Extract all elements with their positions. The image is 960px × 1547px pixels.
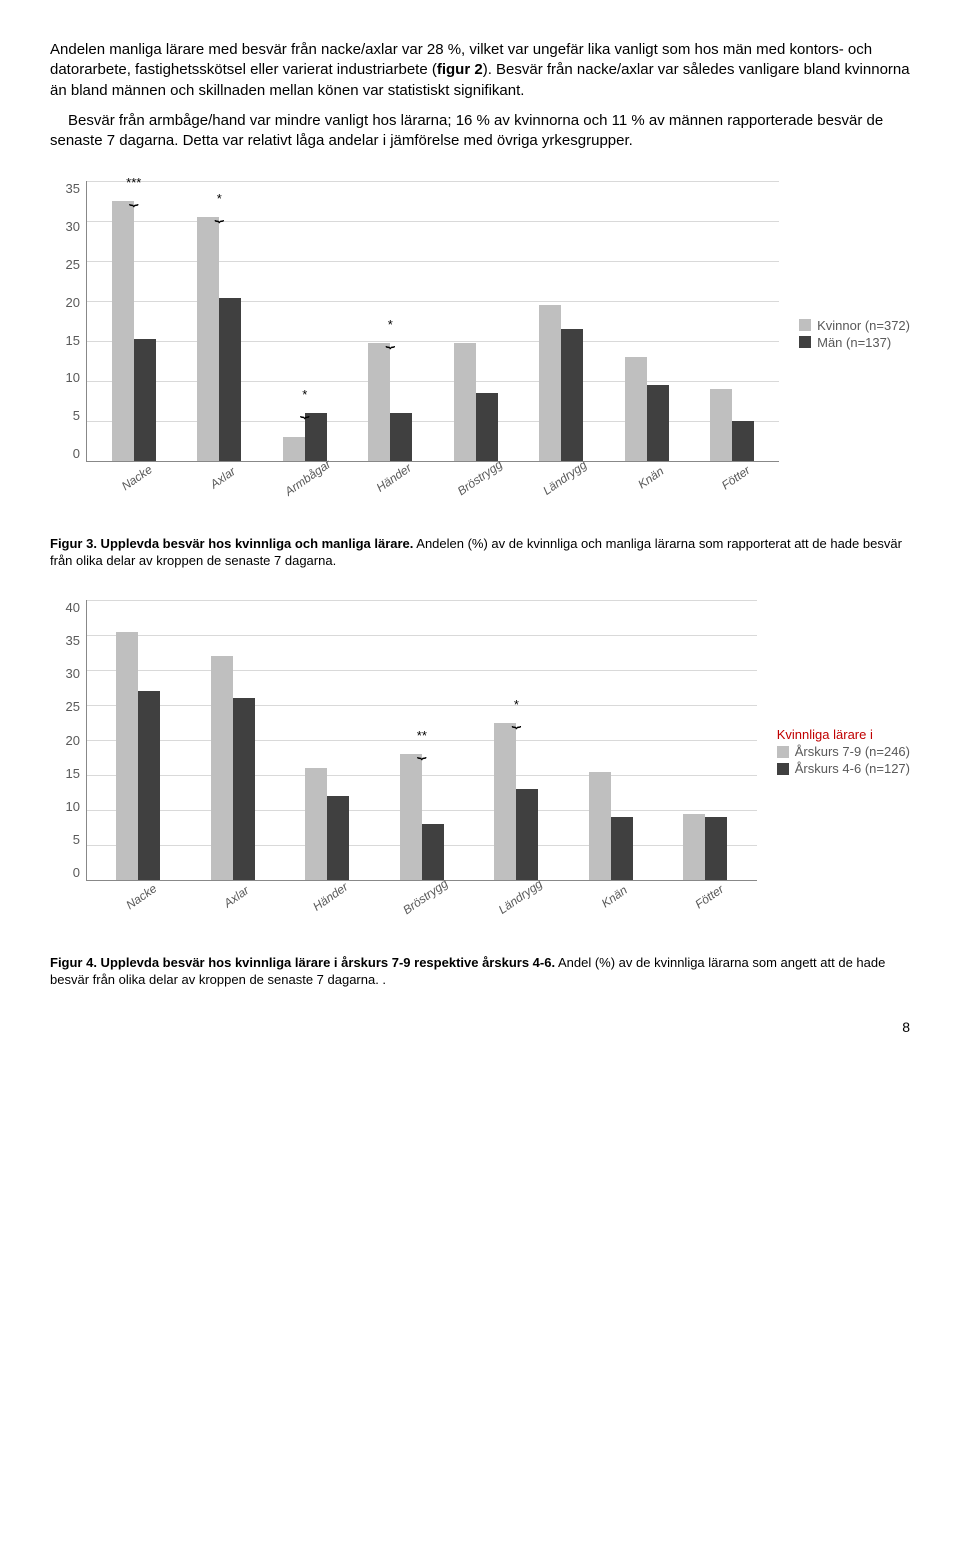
ytick: 35 xyxy=(66,181,80,196)
caption-1: Figur 3. Upplevda besvär hos kvinnliga o… xyxy=(50,536,910,570)
bar xyxy=(219,298,241,461)
legend-label: Årskurs 7-9 (n=246) xyxy=(795,744,910,759)
bar-group xyxy=(190,656,277,880)
chart-2-xlabels: NackeAxlarHänderBröstryggLändryggKnänFöt… xyxy=(86,881,757,905)
bar xyxy=(112,201,134,461)
bar-group xyxy=(608,357,686,461)
bar xyxy=(138,691,160,880)
paragraph-2: Besvär från armbåge/hand var mindre vanl… xyxy=(50,111,910,152)
ytick: 30 xyxy=(66,219,80,234)
legend-item: Årskurs 4-6 (n=127) xyxy=(777,761,910,776)
ytick: 25 xyxy=(66,699,80,714)
bar-group: **⏟ xyxy=(379,754,466,880)
bar xyxy=(683,814,705,881)
bar xyxy=(134,339,156,461)
bar xyxy=(625,357,647,461)
ytick: 30 xyxy=(66,666,80,681)
bar xyxy=(327,796,349,880)
ytick: 15 xyxy=(66,766,80,781)
bar xyxy=(305,768,327,880)
legend-label: Män (n=137) xyxy=(817,335,891,350)
bar xyxy=(233,698,255,880)
legend-title: Kvinnliga lärare i xyxy=(777,727,910,742)
paragraph-1: Andelen manliga lärare med besvär från n… xyxy=(50,40,910,101)
legend-swatch xyxy=(777,763,789,775)
ytick: 10 xyxy=(66,370,80,385)
significance-marker: *⏟ xyxy=(385,317,395,347)
ytick: 20 xyxy=(66,733,80,748)
bar-group xyxy=(284,768,371,880)
bar xyxy=(400,754,422,880)
caption-2: Figur 4. Upplevda besvär hos kvinnliga l… xyxy=(50,955,910,989)
bar xyxy=(589,772,611,881)
bar xyxy=(539,305,561,461)
caption-2-bold: Figur 4. Upplevda besvär hos kvinnliga l… xyxy=(50,955,555,970)
chart-2-plot: **⏟*⏟ xyxy=(86,600,757,881)
caption-1-bold: Figur 3. Upplevda besvär hos kvinnliga o… xyxy=(50,536,413,551)
significance-marker: *⏟ xyxy=(512,697,522,727)
bar xyxy=(368,343,390,461)
ytick: 5 xyxy=(73,832,80,847)
bar xyxy=(116,632,138,881)
ytick: 0 xyxy=(73,446,80,461)
ytick: 25 xyxy=(66,257,80,272)
bar xyxy=(516,789,538,880)
ytick: 20 xyxy=(66,295,80,310)
chart-2-legend: Kvinnliga lärare i Årskurs 7-9 (n=246) Års… xyxy=(777,727,910,778)
chart-2-yaxis: 40 35 30 25 20 15 10 5 0 xyxy=(50,600,86,880)
bar xyxy=(422,824,444,880)
legend-item: Kvinnor (n=372) xyxy=(799,318,910,333)
bar xyxy=(305,413,327,461)
legend-item: Årskurs 7-9 (n=246) xyxy=(777,744,910,759)
legend-swatch xyxy=(799,336,811,348)
bar xyxy=(710,389,732,461)
legend-label: Årskurs 4-6 (n=127) xyxy=(795,761,910,776)
ytick: 40 xyxy=(66,600,80,615)
p1-figref: figur 2 xyxy=(437,61,483,78)
chart-1-yaxis: 35 30 25 20 15 10 5 0 xyxy=(50,181,86,461)
bar-group xyxy=(568,772,655,881)
bar-group xyxy=(95,632,182,881)
bar-group: *⏟ xyxy=(352,343,430,461)
bar xyxy=(732,421,754,461)
significance-marker: **⏟ xyxy=(417,728,427,758)
bar-group xyxy=(662,814,749,881)
significance-marker: ***⏟ xyxy=(126,175,141,205)
ytick: 35 xyxy=(66,633,80,648)
bar xyxy=(561,329,583,461)
significance-marker: *⏟ xyxy=(214,191,224,221)
ytick: 5 xyxy=(73,408,80,423)
bar xyxy=(197,217,219,461)
bar xyxy=(476,393,498,461)
bar-group xyxy=(694,389,772,461)
bar xyxy=(211,656,233,880)
chart-2: 4035302520151050 **⏟*⏟ NackeAxlarHänderB… xyxy=(50,600,910,905)
significance-marker: *⏟ xyxy=(300,387,310,417)
bar xyxy=(647,385,669,461)
legend-swatch xyxy=(799,319,811,331)
bar-group xyxy=(437,343,515,461)
chart-1: 35302520151050 ***⏟*⏟*⏟*⏟ NackeAxlarArmb… xyxy=(50,181,910,486)
bar xyxy=(494,723,516,881)
bar-group: *⏟ xyxy=(181,217,259,461)
bar-group: *⏟ xyxy=(266,413,344,461)
legend-item: Män (n=137) xyxy=(799,335,910,350)
bar-group xyxy=(523,305,601,461)
legend-label: Kvinnor (n=372) xyxy=(817,318,910,333)
ytick: 15 xyxy=(66,333,80,348)
bar xyxy=(705,817,727,880)
chart-1-plot: ***⏟*⏟*⏟*⏟ xyxy=(86,181,779,462)
ytick: 0 xyxy=(73,865,80,880)
bar-group: *⏟ xyxy=(473,723,560,881)
bar xyxy=(390,413,412,461)
legend-swatch xyxy=(777,746,789,758)
page-number: 8 xyxy=(50,1019,910,1035)
chart-1-legend: Kvinnor (n=372) Män (n=137) xyxy=(799,316,910,352)
bar xyxy=(283,437,305,461)
ytick: 10 xyxy=(66,799,80,814)
chart-1-xlabels: NackeAxlarArmbågarHänderBröstryggLändryg… xyxy=(86,462,779,486)
bar xyxy=(454,343,476,461)
bar-group: ***⏟ xyxy=(95,201,173,461)
bar xyxy=(611,817,633,880)
